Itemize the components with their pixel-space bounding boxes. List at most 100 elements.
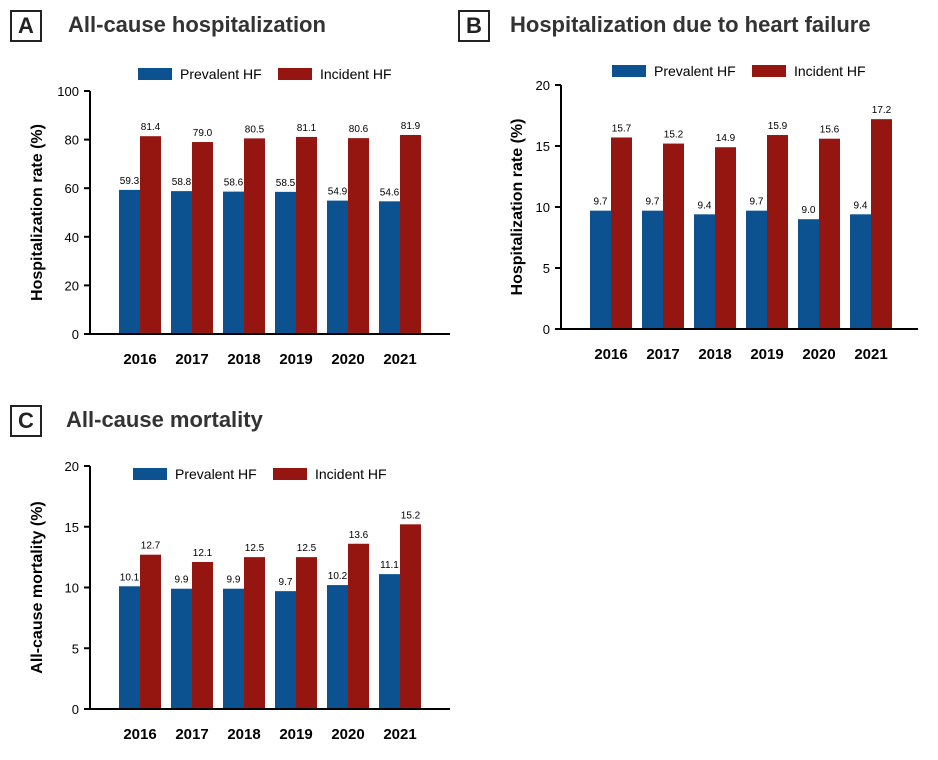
bar-chart: Prevalent HF Incident HF 10.1 12.7 2016 9.9 12… [29,459,450,743]
bar [244,557,265,709]
bar [400,134,421,334]
data-label: 15.2 [664,130,684,141]
bar [275,191,296,334]
data-label: 13.6 [349,530,369,541]
data-label: 15.2 [401,510,421,521]
legend-swatch-1 [278,68,312,80]
data-label: 80.5 [245,124,265,135]
y-tick-label: 100 [57,84,79,99]
bar [798,219,819,329]
bar [379,574,400,709]
bar [223,191,244,334]
data-label: 12.7 [141,541,161,552]
data-label: 58.6 [224,178,244,189]
x-tick-label: 2018 [227,351,260,368]
data-label: 14.9 [716,133,736,144]
data-label: 10.1 [120,572,140,583]
panel-c: C All-cause mortality Prevalent HF Incide… [0,380,470,760]
bar [871,119,892,329]
bar [590,210,611,329]
y-tick-label: 20 [65,459,79,474]
bar [192,561,213,709]
legend-swatch-0 [138,68,172,80]
x-tick-label: 2019 [750,346,783,363]
x-tick-label: 2020 [802,346,835,363]
x-tick-label: 2021 [854,346,887,363]
y-tick-label: 0 [72,702,79,717]
bar [642,210,663,329]
x-tick-label: 2017 [646,346,679,363]
panel-label: B [458,10,490,42]
y-axis-label: Hospitalization rate (%) [29,124,46,301]
bar [192,142,213,334]
chart-title: Hospitalization due to heart failure [510,12,871,37]
y-tick-label: 40 [65,230,79,245]
bar [327,200,348,334]
bar [296,136,317,334]
y-tick-label: 80 [65,133,79,148]
y-tick-label: 0 [72,327,79,342]
x-tick-label: 2019 [279,351,312,368]
data-label: 58.5 [276,178,296,189]
y-tick-label: 15 [65,520,79,535]
bar [171,191,192,334]
bar-chart: Prevalent HF Incident HF 59.3 81.4 2016 58.8 7… [29,66,450,368]
data-label: 15.9 [768,121,788,132]
bar [348,138,369,334]
y-tick-label: 60 [65,181,79,196]
x-tick-label: 2020 [331,726,364,743]
x-tick-label: 2017 [175,726,208,743]
data-label: 9.9 [175,575,189,586]
data-label: 9.7 [750,197,764,208]
y-axis-label: Hospitalization rate (%) [509,119,526,296]
data-label: 81.9 [401,121,421,132]
x-tick-label: 2021 [383,351,416,368]
legend: Prevalent HF Incident HF [612,63,866,79]
data-label: 9.7 [279,577,293,588]
legend: Prevalent HF Incident HF [133,466,387,482]
bar [746,210,767,329]
panel-label: C [10,405,42,437]
y-axis-label: All-cause mortality (%) [29,501,46,673]
data-label: 59.3 [120,176,140,187]
x-tick-label: 2016 [123,726,156,743]
x-tick-label: 2019 [279,726,312,743]
x-tick-label: 2016 [594,346,627,363]
x-tick-label: 2018 [227,726,260,743]
bar [140,554,161,709]
bar [715,147,736,329]
data-label: 17.2 [872,105,892,116]
data-label: 79.0 [193,128,213,139]
data-label: 9.9 [227,575,241,586]
chart-title: All-cause mortality [66,407,263,432]
bar [694,214,715,329]
x-tick-label: 2017 [175,351,208,368]
x-tick-label: 2016 [123,351,156,368]
data-label: 58.8 [172,177,192,188]
data-label: 9.4 [854,200,868,211]
panel-b: B Hospitalization due to heart failure P… [452,0,938,380]
x-tick-label: 2020 [331,351,364,368]
data-label: 12.1 [193,548,213,559]
bar [400,524,421,709]
bar [767,135,788,329]
bar [327,585,348,709]
data-label: 80.6 [349,124,369,135]
data-label: 15.6 [820,125,840,136]
legend-swatch-1 [752,65,786,77]
data-label: 9.4 [698,200,712,211]
bar [119,189,140,334]
bar [819,138,840,329]
y-tick-label: 10 [536,200,550,215]
bar-chart: Prevalent HF Incident HF 9.7 15.7 2016 9.7 15.… [509,63,918,363]
data-label: 10.2 [328,571,348,582]
data-label: 81.1 [297,123,317,134]
bar [140,136,161,334]
data-label: 9.7 [594,197,608,208]
legend: Prevalent HF Incident HF [138,66,392,82]
y-tick-label: 5 [72,641,79,656]
bar [119,586,140,709]
data-label: 12.5 [297,543,317,554]
data-label: 81.4 [141,122,161,133]
legend-swatch-1 [273,468,307,480]
